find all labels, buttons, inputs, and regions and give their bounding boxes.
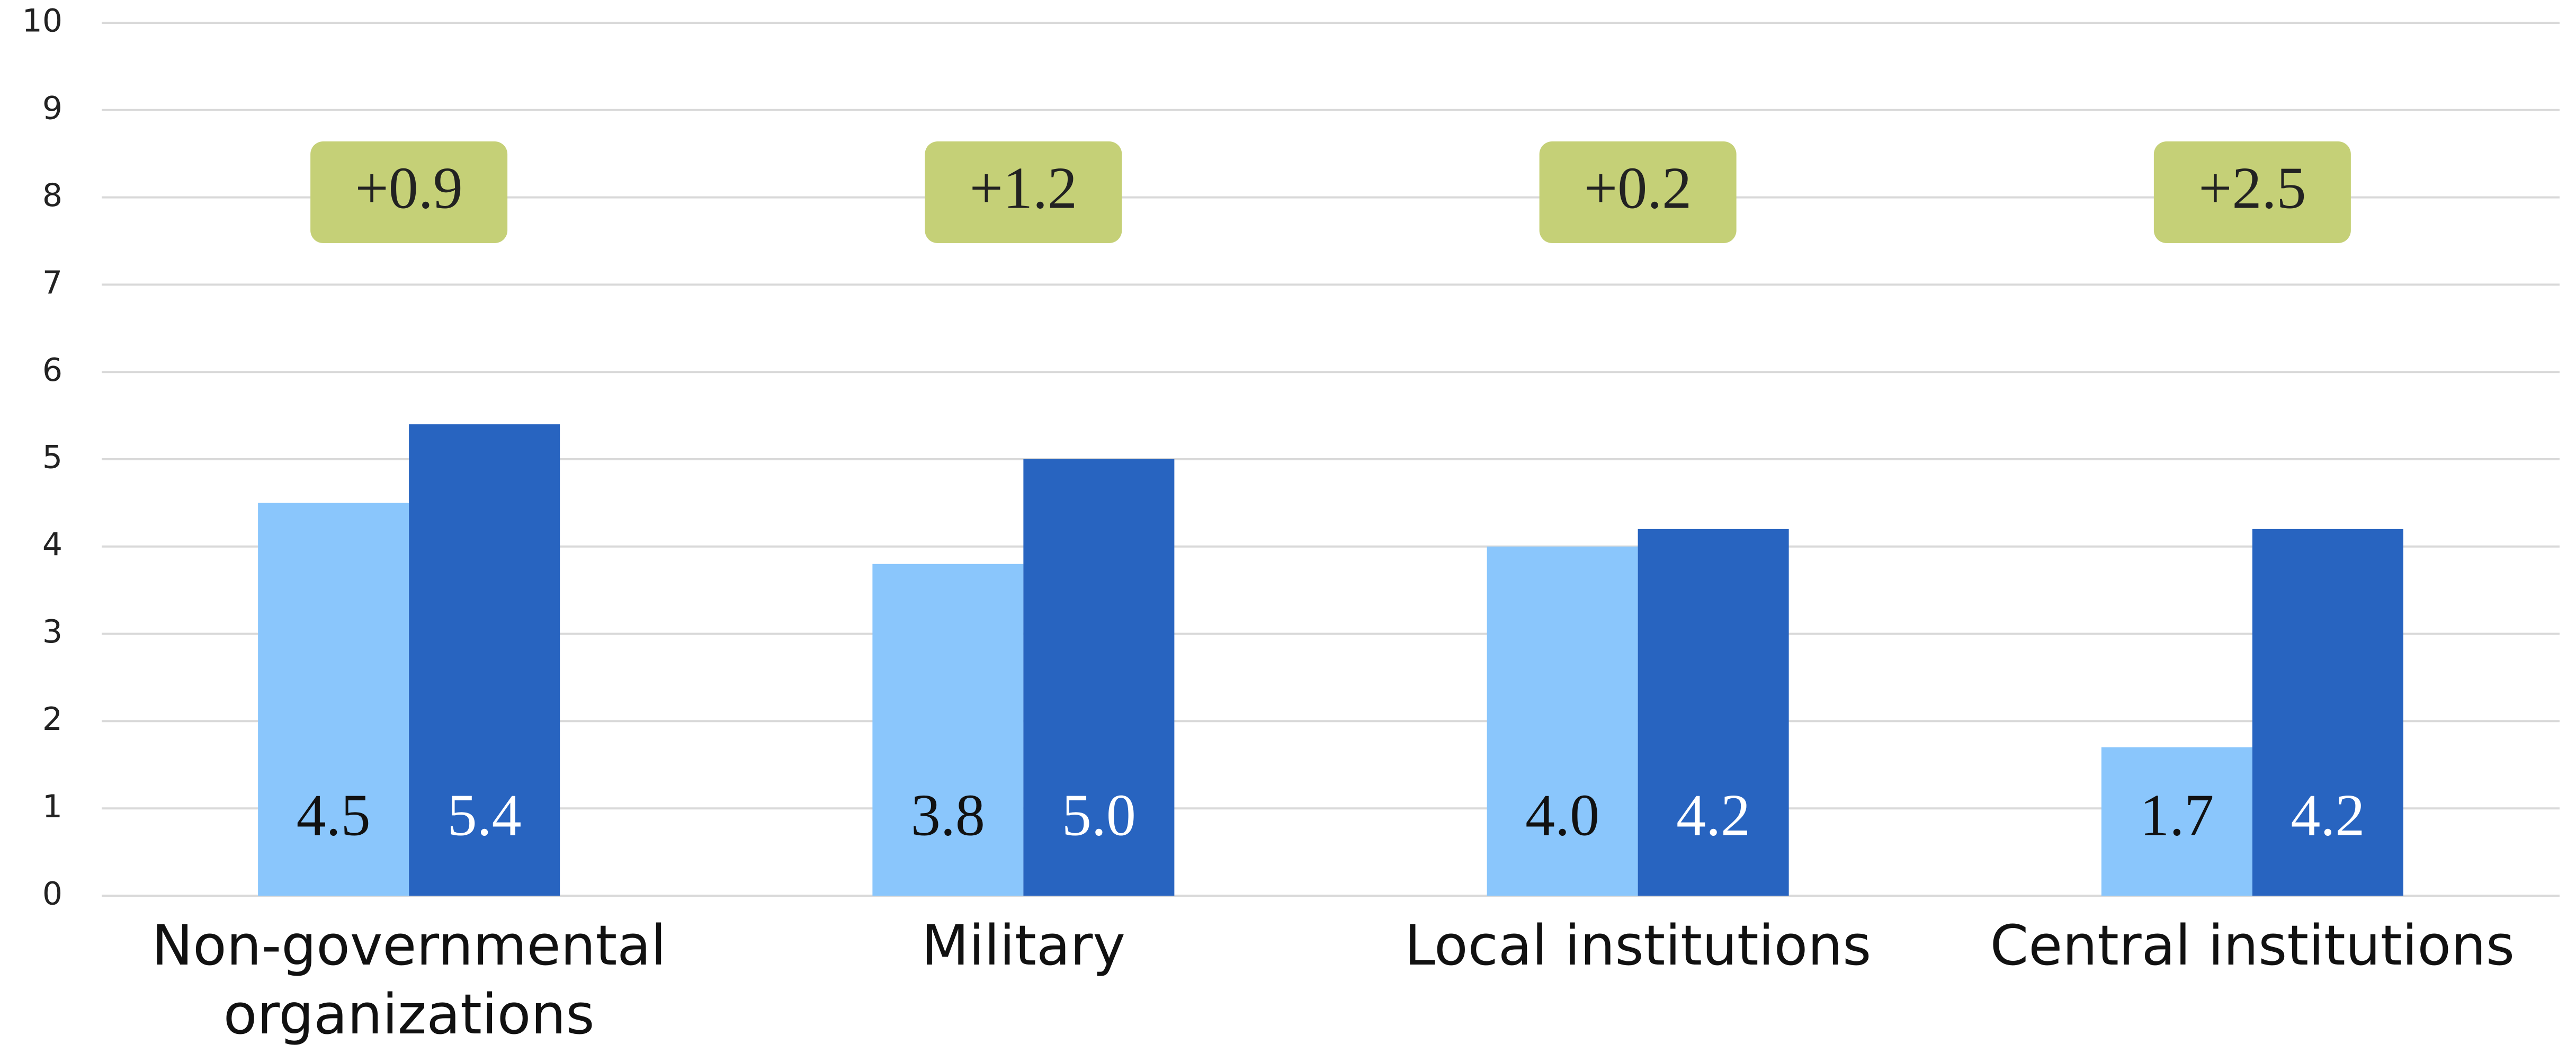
annotation: +0.2 [1584,156,1692,221]
data-label: 4.0 [1525,783,1599,849]
y-tick-label: 3 [42,613,62,650]
data-label: 4.5 [297,783,371,849]
y-tick-label: 0 [42,876,62,913]
data-label: 4.2 [2291,783,2365,849]
bar [2252,529,2403,896]
annotation-box [310,141,508,243]
x-tick-label: Central institutions [1990,913,2515,978]
y-tick-label: 8 [42,177,62,214]
y-tick-label: 7 [42,264,62,301]
bar [1487,546,1638,896]
data-label: 5.0 [1062,783,1136,849]
bar [409,424,560,896]
data-label: 3.8 [911,783,985,849]
y-tick-label: 10 [22,3,62,40]
x-tick-label: Non-governmental organizations [151,913,666,1047]
y-tick-label: 4 [42,526,62,563]
bar [2101,747,2252,896]
data-label: 5.4 [448,783,522,849]
annotation-box [2153,141,2351,243]
bar [1638,529,1789,896]
data-label: 4.2 [1676,783,1750,849]
y-tick-label: 2 [42,701,62,738]
y-tick-label: 1 [42,788,62,825]
data-label: 1.7 [2140,783,2214,849]
annotation-box [925,141,1122,243]
annotation-box [1539,141,1737,243]
x-tick-label: Military [921,913,1125,978]
y-tick-label: 6 [42,352,62,389]
annotation: +1.2 [970,156,1077,221]
y-tick-label: 9 [42,90,62,127]
bar [1023,459,1175,896]
bar [258,503,409,896]
annotation: +0.9 [355,156,463,221]
bar [872,564,1024,896]
y-tick-label: 5 [42,439,62,476]
annotation: +2.5 [2198,156,2306,221]
x-tick-label: Local institutions [1404,913,1872,978]
